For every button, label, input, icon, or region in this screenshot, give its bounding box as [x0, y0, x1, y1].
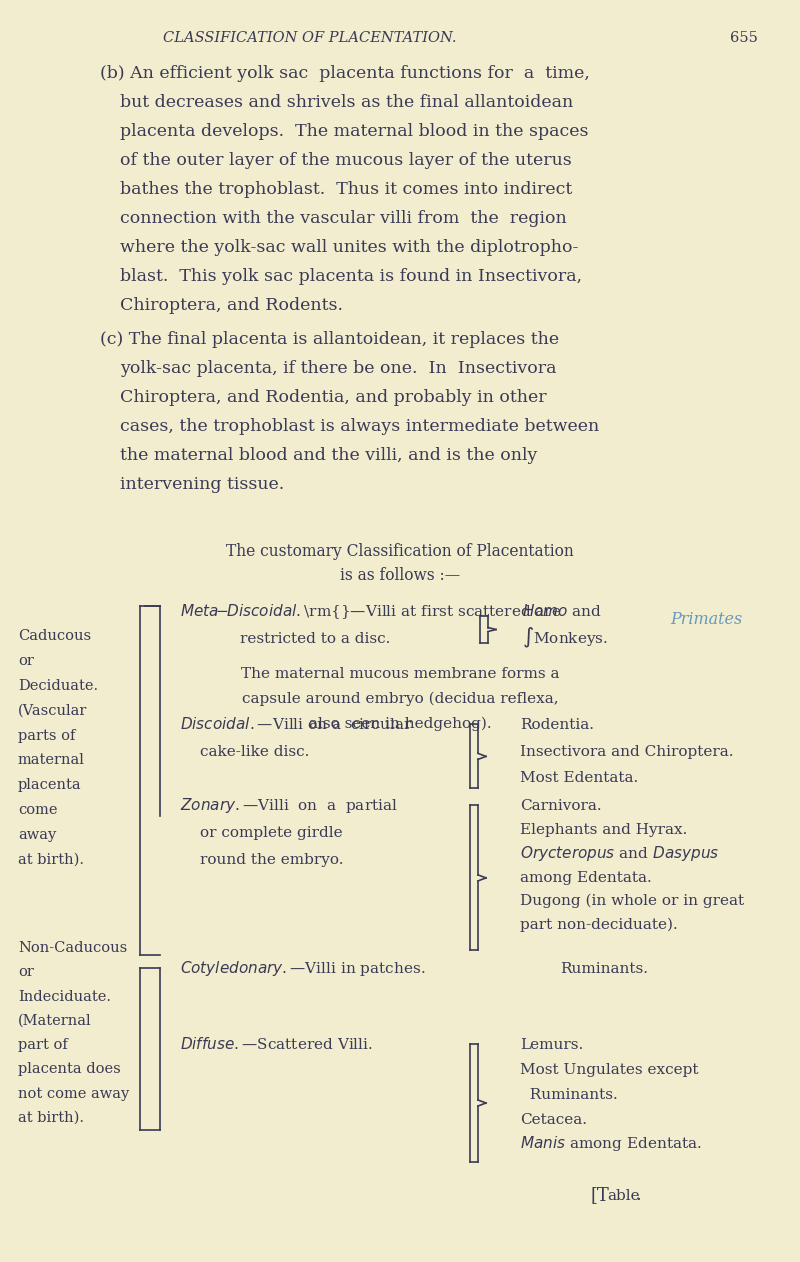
Text: away: away: [18, 828, 56, 842]
Text: Caducous: Caducous: [18, 630, 91, 644]
Text: (c) The final placenta is allantoidean, it replaces the: (c) The final placenta is allantoidean, …: [100, 331, 559, 348]
Text: of the outer layer of the mucous layer of the uterus: of the outer layer of the mucous layer o…: [120, 151, 572, 169]
Text: $\it{Homo}$ and: $\it{Homo}$ and: [522, 603, 602, 618]
Text: $\it{Diffuse}.$—Scattered Villi.: $\it{Diffuse}.$—Scattered Villi.: [180, 1036, 373, 1053]
Text: come: come: [18, 803, 58, 818]
Text: $\it{Manis}$ among Edentata.: $\it{Manis}$ among Edentata.: [520, 1135, 702, 1153]
Text: $\it{Orycteropus}$ and $\it{Dasypus}$: $\it{Orycteropus}$ and $\it{Dasypus}$: [520, 844, 719, 863]
Text: Indeciduate.: Indeciduate.: [18, 989, 111, 1003]
Text: Most Ungulates except: Most Ungulates except: [520, 1063, 698, 1076]
Text: $\it{Meta\!\!-\!\!Discoidal}.$\rm{}—Villi at first scattered are: $\it{Meta\!\!-\!\!Discoidal}.$\rm{}—Vill…: [180, 602, 562, 621]
Text: The customary Classification of Placentation: The customary Classification of Placenta…: [226, 543, 574, 560]
Text: Most Edentata.: Most Edentata.: [520, 771, 638, 785]
Text: cake-like disc.: cake-like disc.: [200, 746, 310, 760]
Text: Deciduate.: Deciduate.: [18, 679, 98, 693]
Text: among Edentata.: among Edentata.: [520, 871, 652, 885]
Text: The maternal mucous membrane forms a: The maternal mucous membrane forms a: [241, 668, 559, 681]
Text: where the yolk-sac wall unites with the diplotropho-: where the yolk-sac wall unites with the …: [120, 239, 578, 256]
Text: Insectivora and Chiroptera.: Insectivora and Chiroptera.: [520, 745, 734, 758]
Text: [T: [T: [590, 1186, 609, 1204]
Text: placenta does: placenta does: [18, 1063, 121, 1076]
Text: cases, the trophoblast is always intermediate between: cases, the trophoblast is always interme…: [120, 418, 599, 435]
Text: 655: 655: [730, 32, 758, 45]
Text: blast.  This yolk sac placenta is found in Insectivora,: blast. This yolk sac placenta is found i…: [120, 268, 582, 285]
Text: $\it{Discoidal}.$—Villi on a  circular: $\it{Discoidal}.$—Villi on a circular: [180, 717, 413, 732]
Text: Carnivora.: Carnivora.: [520, 799, 602, 814]
Text: $\int$Monkeys.: $\int$Monkeys.: [522, 626, 608, 650]
Text: Elephants and Hyrax.: Elephants and Hyrax.: [520, 823, 687, 837]
Text: connection with the vascular villi from  the  region: connection with the vascular villi from …: [120, 209, 566, 227]
Text: Dugong (in whole or in great: Dugong (in whole or in great: [520, 893, 744, 909]
Text: Lemurs.: Lemurs.: [520, 1039, 583, 1053]
Text: Rodentia.: Rodentia.: [520, 718, 594, 732]
Text: Primates: Primates: [670, 611, 742, 628]
Text: able: able: [607, 1189, 640, 1203]
Text: Chiroptera, and Rodents.: Chiroptera, and Rodents.: [120, 297, 343, 314]
Text: part of: part of: [18, 1039, 68, 1053]
Text: parts of: parts of: [18, 728, 75, 742]
Text: placenta: placenta: [18, 779, 82, 793]
Text: restricted to a disc.: restricted to a disc.: [240, 632, 390, 646]
Text: intervening tissue.: intervening tissue.: [120, 476, 284, 493]
Text: or complete girdle: or complete girdle: [200, 827, 342, 840]
Text: bathes the trophoblast.  Thus it comes into indirect: bathes the trophoblast. Thus it comes in…: [120, 180, 572, 198]
Text: Chiroptera, and Rodentia, and probably in other: Chiroptera, and Rodentia, and probably i…: [120, 389, 546, 406]
Text: maternal: maternal: [18, 753, 85, 767]
Text: $\it{Zonary}.$—Villi  on  a  partial: $\it{Zonary}.$—Villi on a partial: [180, 796, 398, 815]
Text: capsule around embryo (decidua reflexa,: capsule around embryo (decidua reflexa,: [242, 692, 558, 705]
Text: Cetacea.: Cetacea.: [520, 1113, 587, 1127]
Text: (b) An efficient yolk sac  placenta functions for  a  time,: (b) An efficient yolk sac placenta funct…: [100, 66, 590, 82]
Text: the maternal blood and the villi, and is the only: the maternal blood and the villi, and is…: [120, 447, 538, 464]
Text: or: or: [18, 965, 34, 979]
Text: (Vascular: (Vascular: [18, 704, 87, 718]
Text: part non-deciduate).: part non-deciduate).: [520, 917, 678, 933]
Text: yolk-sac placenta, if there be one.  In  Insectivora: yolk-sac placenta, if there be one. In I…: [120, 360, 557, 377]
Text: (Maternal: (Maternal: [18, 1013, 92, 1029]
Text: .: .: [635, 1186, 641, 1204]
Text: placenta develops.  The maternal blood in the spaces: placenta develops. The maternal blood in…: [120, 122, 589, 140]
Text: $\it{Cotyledonary}.$—Villi in patches.: $\it{Cotyledonary}.$—Villi in patches.: [180, 959, 426, 978]
Text: round the embryo.: round the embryo.: [200, 853, 343, 867]
Text: Non-Caducous: Non-Caducous: [18, 941, 127, 955]
Text: CLASSIFICATION OF PLACENTATION.: CLASSIFICATION OF PLACENTATION.: [163, 32, 457, 45]
Text: but decreases and shrivels as the final allantoidean: but decreases and shrivels as the final …: [120, 93, 574, 111]
Text: not come away: not come away: [18, 1087, 130, 1100]
Text: or: or: [18, 654, 34, 668]
Text: also seen in hedgehog).: also seen in hedgehog).: [309, 717, 491, 731]
Text: Ruminants.: Ruminants.: [560, 963, 648, 977]
Text: is as follows :—: is as follows :—: [340, 567, 460, 584]
Text: at birth).: at birth).: [18, 1111, 84, 1126]
Text: at birth).: at birth).: [18, 853, 84, 867]
Text: Ruminants.: Ruminants.: [520, 1088, 618, 1102]
